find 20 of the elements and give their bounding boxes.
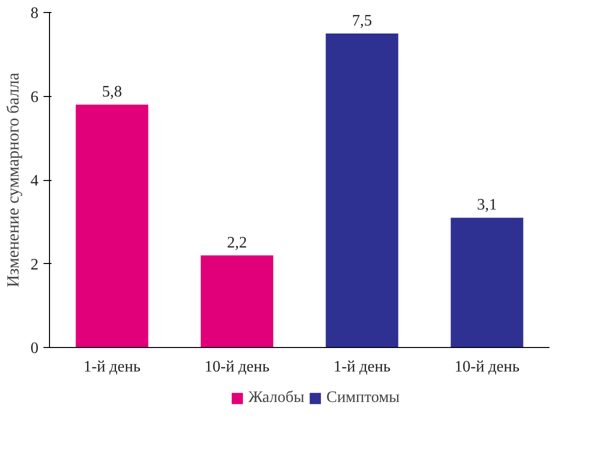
bar bbox=[76, 104, 148, 348]
bar bbox=[326, 33, 398, 348]
legend-label: Жалобы bbox=[248, 389, 304, 407]
data-label: 5,8 bbox=[102, 84, 122, 101]
x-tick-label: 10-й день bbox=[204, 358, 270, 376]
data-label: 3,1 bbox=[477, 196, 497, 214]
y-tick-label: 0 bbox=[30, 340, 38, 357]
bar bbox=[200, 255, 274, 348]
y-tick-label: 4 bbox=[30, 172, 38, 190]
x-tick-label: 1-й день bbox=[334, 358, 391, 376]
bar bbox=[450, 218, 524, 348]
x-tick-label: 1-й день bbox=[84, 358, 141, 376]
y-axis-title: Изменение суммарного балла bbox=[4, 72, 22, 288]
y-tick-label: 2 bbox=[30, 256, 38, 274]
y-tick-label: 6 bbox=[30, 88, 38, 106]
data-label: 2,2 bbox=[227, 234, 247, 252]
data-label: 7,5 bbox=[352, 12, 372, 30]
x-tick-label: 10-й день bbox=[454, 358, 520, 376]
legend-label: Симптомы bbox=[326, 389, 400, 407]
y-tick-label: 8 bbox=[30, 5, 38, 22]
